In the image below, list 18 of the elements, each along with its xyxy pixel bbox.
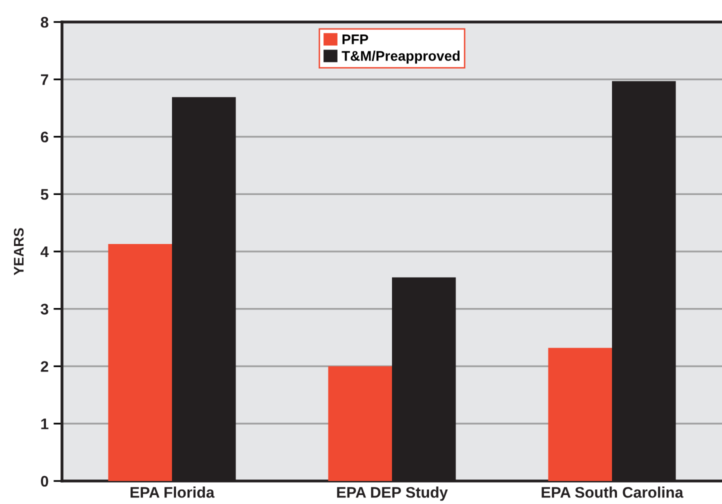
y-axis-title: YEARS (14, 228, 24, 276)
x-tick-label: EPA DEP Study (337, 486, 448, 501)
y-tick-label: 4 (40, 246, 49, 258)
legend-label: PFP (342, 34, 368, 44)
y-tick-label: 7 (40, 74, 48, 85)
bar (108, 244, 172, 481)
y-tick-label: 0 (40, 476, 48, 487)
bar (328, 366, 392, 481)
y-tick-label: 6 (40, 132, 48, 142)
y-tick-label: 2 (40, 361, 48, 372)
x-tick-label: EPA Florida (130, 486, 215, 498)
x-tick-label: EPA South Carolina (542, 486, 684, 498)
legend-label: T&M/Preapproved (342, 50, 460, 64)
bar (548, 348, 612, 481)
y-tick-label: 5 (40, 189, 48, 200)
y-tick-label: 3 (40, 304, 48, 315)
y-tick-label: 1 (41, 418, 48, 430)
y-tick-label: 8 (40, 16, 48, 28)
